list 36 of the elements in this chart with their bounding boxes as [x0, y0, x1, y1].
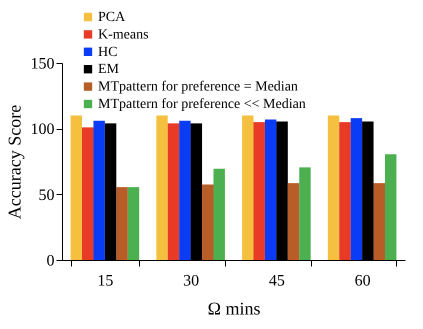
y-tick-label: 100: [30, 121, 54, 138]
bar: [374, 183, 385, 260]
bar: [264, 119, 276, 260]
legend-label: PCA: [98, 10, 126, 25]
bar: [254, 122, 265, 260]
bar: [350, 118, 362, 260]
legend-label: MTpattern for preference = Median: [98, 80, 298, 95]
x-tick-label: 15: [97, 272, 114, 290]
legend-label: K-means: [98, 27, 149, 42]
bar: [288, 183, 300, 260]
y-tick-label: 50: [38, 186, 54, 204]
bar: [116, 187, 128, 260]
legend-label: EM: [98, 62, 120, 78]
x-tick-label: 45: [268, 272, 285, 290]
y-tick-label: 150: [30, 56, 54, 72]
bar: [384, 154, 396, 260]
x-axis-title: Ω mins: [208, 298, 260, 318]
bar: [128, 187, 140, 260]
y-tick-label: 0: [46, 252, 54, 270]
bar: [168, 123, 180, 260]
bar: [242, 116, 254, 260]
bar: [179, 120, 191, 260]
bar: [93, 120, 105, 260]
bar: [328, 116, 340, 260]
bar: [82, 127, 94, 260]
bar: [339, 122, 351, 260]
bar: [202, 184, 214, 260]
bar: [213, 168, 225, 260]
legend-label: HC: [98, 44, 118, 60]
legend-label: MTpattern for preference << Median: [98, 97, 306, 112]
bar: [156, 116, 168, 260]
bar: [299, 167, 311, 260]
x-tick-label: 60: [354, 272, 371, 290]
x-tick-label: 30: [183, 272, 200, 290]
bar: [70, 116, 82, 260]
y-axis-title: Accuracy Score: [4, 104, 24, 220]
